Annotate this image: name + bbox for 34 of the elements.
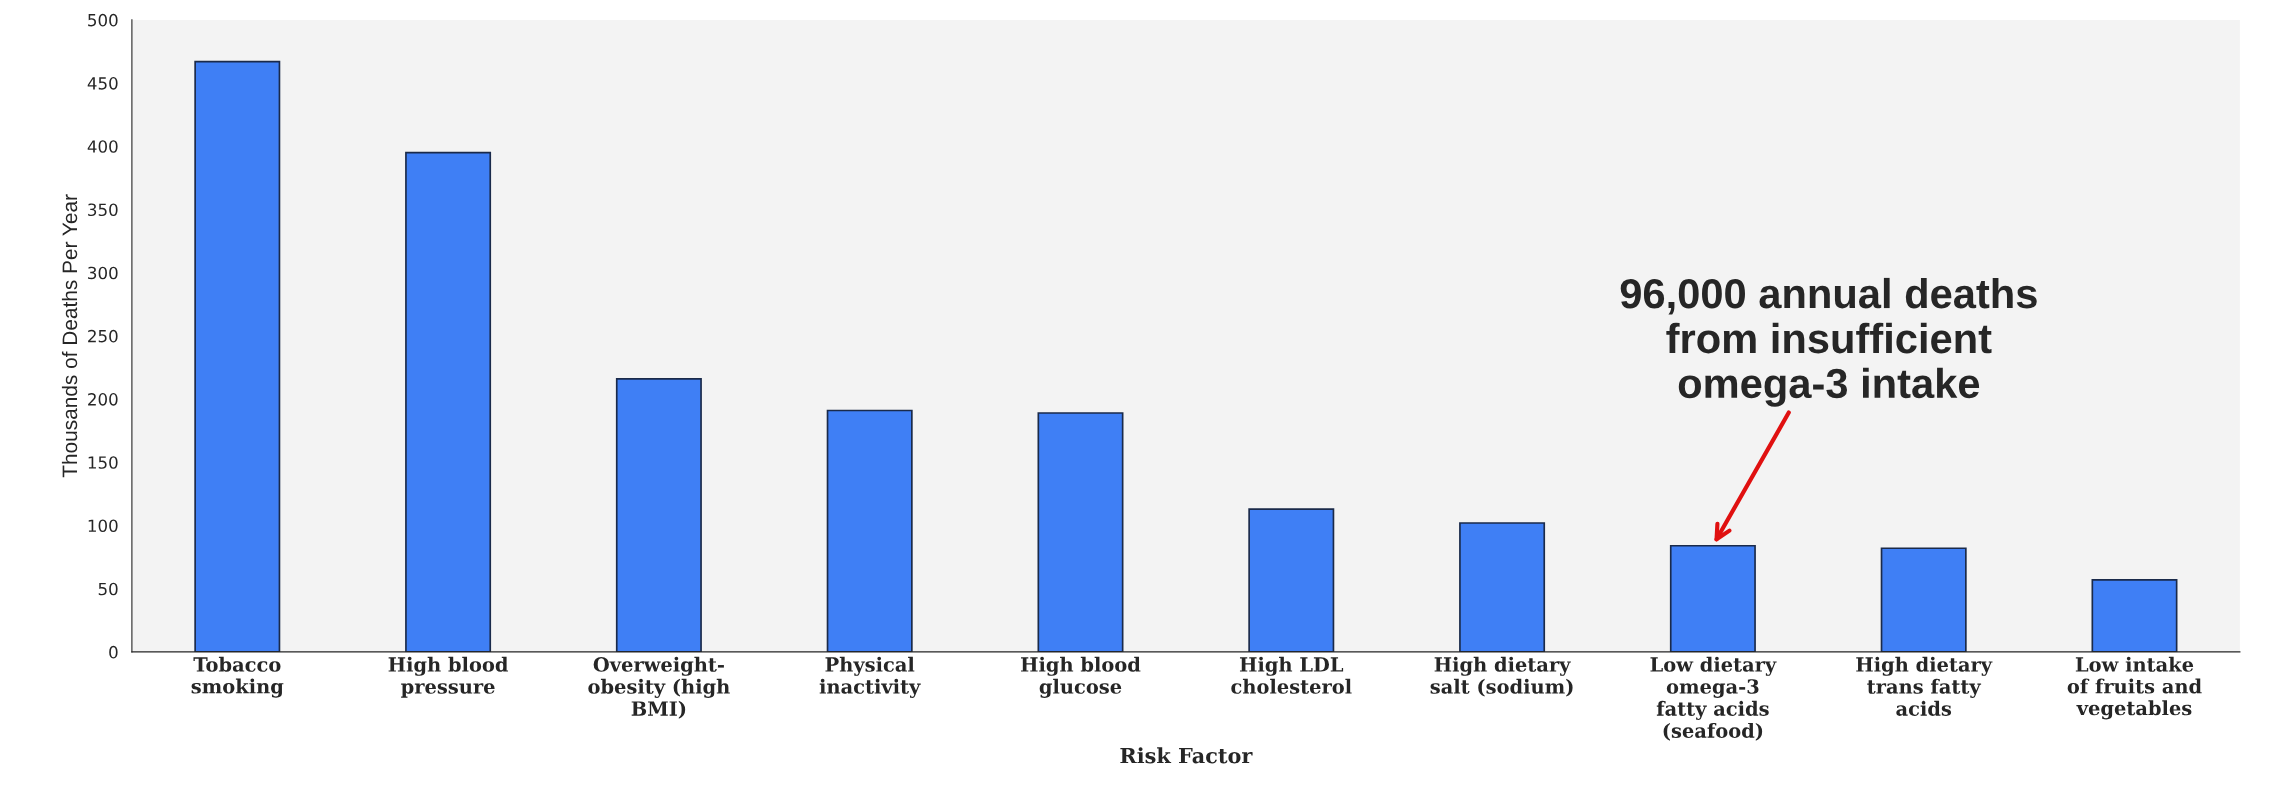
bar: [405, 151, 492, 652]
bar: [1459, 522, 1546, 652]
bar: [2091, 579, 2178, 652]
x-tick-label: Physical inactivity: [819, 656, 921, 698]
y-tick-label: 0: [109, 645, 118, 659]
y-tick-label: 300: [88, 266, 118, 280]
x-tick-label: Overweight- obesity (high BMI): [588, 656, 730, 719]
bar: [1880, 547, 1967, 652]
x-tick-label: High blood glucose: [1021, 656, 1141, 698]
x-axis-title: Risk Factor: [1120, 747, 1253, 764]
y-axis-title: Thousands of Deaths Per Year: [61, 194, 78, 478]
x-tick-label: High dietary salt (sodium): [1430, 656, 1573, 697]
bar: [1248, 508, 1335, 652]
bar: [826, 409, 913, 652]
x-tick-label: Low intake of fruits and vegetables: [2067, 656, 2202, 720]
x-tick-label: Low dietary omega-3 fatty acids (seafood): [1650, 656, 1777, 741]
bar: [194, 60, 281, 652]
x-tick-label: Tobacco smoking: [191, 656, 284, 698]
bar: [1037, 412, 1124, 652]
annotation: 96,000 annual deaths from insufficient omega-3 intake: [1620, 277, 2037, 407]
bar: [615, 378, 702, 652]
y-tick-label: 350: [88, 203, 118, 217]
y-tick-label: 250: [88, 329, 118, 343]
y-tick-label: 500: [88, 13, 118, 27]
y-tick-label: 450: [87, 77, 118, 90]
y-tick-label: 400: [87, 140, 118, 153]
x-tick-label: High LDL cholesterol: [1231, 656, 1352, 694]
y-tick-label: 50: [98, 582, 118, 596]
y-tick-label: 100: [88, 519, 118, 533]
bar: [1669, 544, 1756, 652]
y-tick-label: 150: [88, 456, 118, 469]
x-tick-label: High blood pressure: [388, 656, 509, 698]
x-tick-label: High dietary trans fatty acids: [1856, 656, 1993, 716]
y-tick-label: 200: [88, 393, 118, 406]
